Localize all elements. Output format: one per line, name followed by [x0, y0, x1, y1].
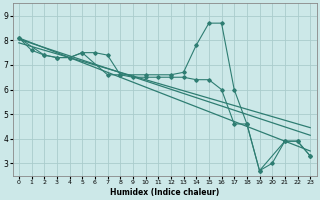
X-axis label: Humidex (Indice chaleur): Humidex (Indice chaleur) [110, 188, 219, 197]
